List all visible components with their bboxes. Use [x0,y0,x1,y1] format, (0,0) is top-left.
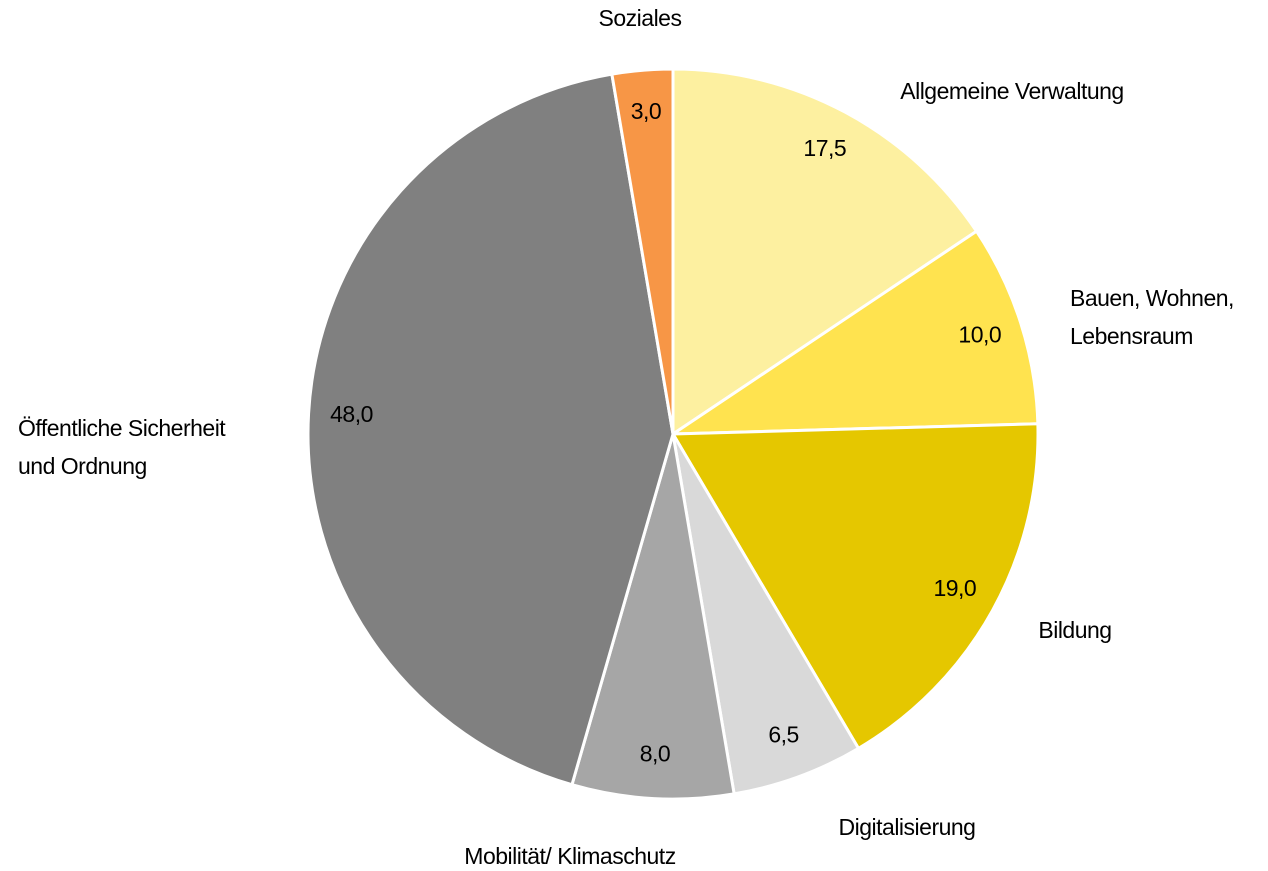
data-label: 8,0 [640,741,670,767]
label-line: Öffentliche Sicherheit [18,415,226,441]
label-line: Bildung [1038,617,1111,643]
category-label: Mobilität/ Klimaschutz [464,843,675,869]
data-label: 3,0 [631,98,661,124]
label-line: Bauen, Wohnen, [1070,285,1234,311]
label-line: und Ordnung [18,453,147,479]
data-label: 19,0 [933,575,976,601]
data-label: 17,5 [803,135,846,161]
pie-slice [670,422,1040,751]
pie-slice [570,433,736,801]
label-line: Allgemeine Verwaltung [900,78,1123,104]
data-label: 48,0 [330,401,373,427]
label-line: Digitalisierung [839,814,976,840]
data-label: 10,0 [958,321,1001,347]
data-label: 6,5 [768,721,798,747]
label-line: Lebensraum [1070,323,1193,349]
pie-slice [667,229,1040,436]
pie-slice [610,67,675,435]
category-label: Digitalisierung [839,814,976,840]
label-line: Mobilität/ Klimaschutz [464,843,675,869]
category-label: Bildung [1038,617,1111,643]
category-label: Bauen, Wohnen, Lebensraum [1070,285,1234,349]
label-line: Soziales [599,5,682,31]
pie-slice [671,67,979,437]
category-label: Soziales [599,5,682,31]
category-label: Allgemeine Verwaltung [900,78,1123,104]
category-label: Öffentliche Sicherheit und Ordnung [18,415,226,479]
pie-slice [306,72,675,787]
